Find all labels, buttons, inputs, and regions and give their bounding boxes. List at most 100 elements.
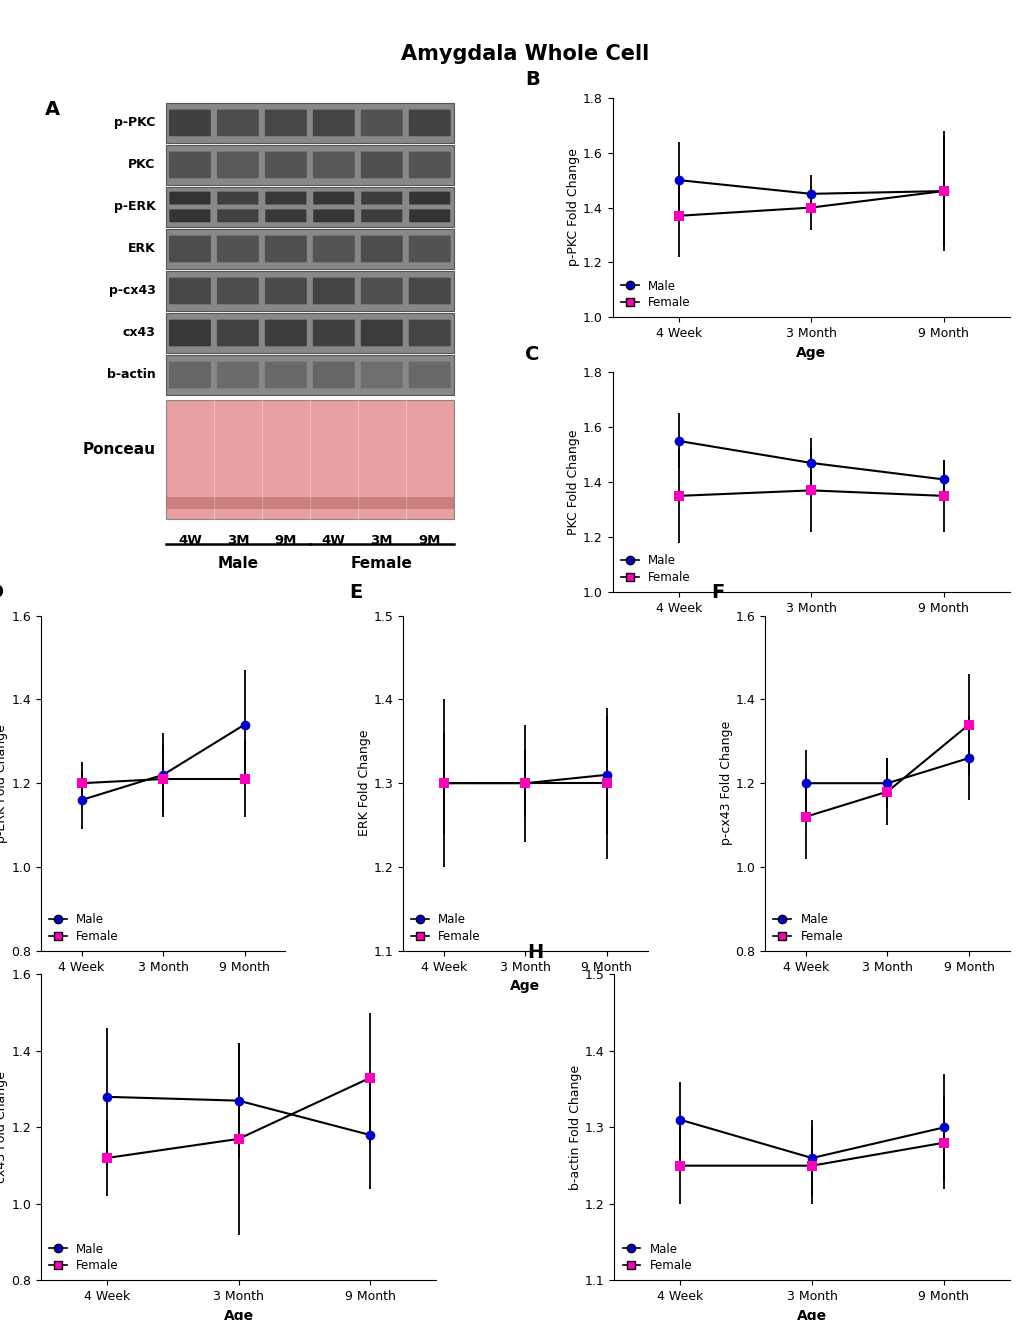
FancyBboxPatch shape <box>169 362 211 388</box>
FancyBboxPatch shape <box>361 210 401 222</box>
FancyBboxPatch shape <box>409 319 450 346</box>
Text: ERK: ERK <box>127 243 155 256</box>
FancyBboxPatch shape <box>409 210 449 222</box>
FancyBboxPatch shape <box>217 110 259 136</box>
FancyBboxPatch shape <box>217 236 259 263</box>
FancyBboxPatch shape <box>313 319 355 346</box>
Bar <box>166 400 453 519</box>
FancyBboxPatch shape <box>313 210 354 222</box>
FancyBboxPatch shape <box>265 236 307 263</box>
Text: cx43: cx43 <box>122 326 155 339</box>
Text: E: E <box>348 583 362 602</box>
FancyBboxPatch shape <box>313 110 355 136</box>
Y-axis label: PKC Fold Change: PKC Fold Change <box>567 429 580 535</box>
FancyBboxPatch shape <box>409 236 450 263</box>
Bar <box>166 228 453 269</box>
FancyBboxPatch shape <box>169 277 211 305</box>
Text: 3M: 3M <box>226 533 249 546</box>
Text: PKC: PKC <box>128 158 155 172</box>
FancyBboxPatch shape <box>361 319 403 346</box>
Bar <box>166 271 453 312</box>
Y-axis label: b-actin Fold Change: b-actin Fold Change <box>569 1065 582 1189</box>
Text: B: B <box>525 70 539 88</box>
FancyBboxPatch shape <box>265 210 306 222</box>
Text: Ponceau: Ponceau <box>83 442 155 457</box>
Text: b-actin: b-actin <box>107 368 155 381</box>
Legend: Male, Female: Male, Female <box>770 911 845 945</box>
Y-axis label: p-ERK Fold Change: p-ERK Fold Change <box>0 723 8 842</box>
Legend: Male, Female: Male, Female <box>620 1241 694 1275</box>
FancyBboxPatch shape <box>217 152 259 178</box>
Bar <box>166 313 453 354</box>
Bar <box>166 355 453 395</box>
X-axis label: Age: Age <box>796 346 825 359</box>
FancyBboxPatch shape <box>409 152 450 178</box>
Bar <box>166 145 453 185</box>
FancyBboxPatch shape <box>217 277 259 305</box>
FancyBboxPatch shape <box>217 319 259 346</box>
FancyBboxPatch shape <box>361 191 401 205</box>
Text: A: A <box>45 100 60 119</box>
FancyBboxPatch shape <box>265 319 307 346</box>
Text: 3M: 3M <box>370 533 392 546</box>
X-axis label: Age: Age <box>796 1308 826 1320</box>
Text: F: F <box>710 583 723 602</box>
Text: p-ERK: p-ERK <box>114 201 155 214</box>
Bar <box>166 103 453 143</box>
Y-axis label: p-cx43 Fold Change: p-cx43 Fold Change <box>718 721 732 845</box>
Y-axis label: ERK Fold Change: ERK Fold Change <box>358 730 370 837</box>
Bar <box>166 496 453 510</box>
FancyBboxPatch shape <box>265 191 306 205</box>
Legend: Male, Female: Male, Female <box>618 277 692 312</box>
FancyBboxPatch shape <box>169 152 211 178</box>
FancyBboxPatch shape <box>217 210 258 222</box>
FancyBboxPatch shape <box>313 362 355 388</box>
Text: 4W: 4W <box>322 533 345 546</box>
Legend: Male, Female: Male, Female <box>47 911 121 945</box>
FancyBboxPatch shape <box>361 152 403 178</box>
Text: 4W: 4W <box>177 533 202 546</box>
FancyBboxPatch shape <box>265 362 307 388</box>
FancyBboxPatch shape <box>169 191 210 205</box>
X-axis label: Age: Age <box>510 979 540 993</box>
Text: p-cx43: p-cx43 <box>108 285 155 297</box>
FancyBboxPatch shape <box>217 191 258 205</box>
FancyBboxPatch shape <box>169 319 211 346</box>
FancyBboxPatch shape <box>409 191 449 205</box>
Text: p-PKC: p-PKC <box>114 116 155 129</box>
FancyBboxPatch shape <box>169 110 211 136</box>
FancyBboxPatch shape <box>265 152 307 178</box>
FancyBboxPatch shape <box>265 277 307 305</box>
FancyBboxPatch shape <box>313 191 354 205</box>
FancyBboxPatch shape <box>409 277 450 305</box>
FancyBboxPatch shape <box>409 110 450 136</box>
FancyBboxPatch shape <box>169 210 210 222</box>
FancyBboxPatch shape <box>361 362 403 388</box>
FancyBboxPatch shape <box>361 110 403 136</box>
X-axis label: Age: Age <box>223 1308 254 1320</box>
FancyBboxPatch shape <box>169 236 211 263</box>
X-axis label: Age: Age <box>148 979 178 993</box>
Text: C: C <box>525 345 539 363</box>
FancyBboxPatch shape <box>409 362 450 388</box>
FancyBboxPatch shape <box>313 152 355 178</box>
FancyBboxPatch shape <box>361 277 403 305</box>
Legend: Male, Female: Male, Female <box>618 552 692 586</box>
Text: 9M: 9M <box>274 533 297 546</box>
Text: Female: Female <box>351 556 413 570</box>
Legend: Male, Female: Male, Female <box>47 1241 121 1275</box>
Y-axis label: cx43 Fold Change: cx43 Fold Change <box>0 1072 8 1183</box>
Text: D: D <box>0 583 3 602</box>
Text: Amygdala Whole Cell: Amygdala Whole Cell <box>400 44 649 63</box>
FancyBboxPatch shape <box>313 277 355 305</box>
Y-axis label: p-PKC Fold Change: p-PKC Fold Change <box>567 149 580 267</box>
FancyBboxPatch shape <box>361 236 403 263</box>
Text: H: H <box>527 944 543 962</box>
Legend: Male, Female: Male, Female <box>409 911 483 945</box>
Text: 9M: 9M <box>418 533 440 546</box>
X-axis label: Age: Age <box>796 620 825 634</box>
FancyBboxPatch shape <box>313 236 355 263</box>
FancyBboxPatch shape <box>265 110 307 136</box>
X-axis label: Age: Age <box>871 979 902 993</box>
Bar <box>166 186 453 227</box>
